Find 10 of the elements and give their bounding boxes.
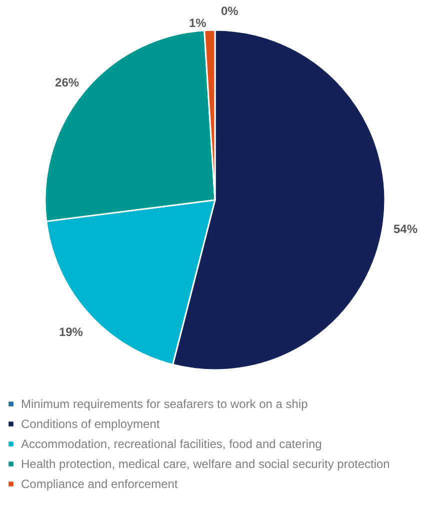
- legend-label: Minimum requirements for seafarers to work on a ship: [21, 397, 308, 411]
- legend-label: Health protection, medical care, welfare and social security protection: [21, 457, 390, 471]
- text: 0%: [221, 4, 238, 18]
- legend-label: Compliance and enforcement: [21, 477, 178, 491]
- data-label: 54%: [393, 222, 418, 236]
- legend-label: Accommodation, recreational facilities, food and catering: [21, 437, 322, 451]
- data-label: 19%: [58, 324, 84, 339]
- data-label: 26%: [55, 76, 80, 90]
- data-label: 1%: [188, 16, 207, 30]
- legend-label: Conditions of employment: [21, 417, 160, 431]
